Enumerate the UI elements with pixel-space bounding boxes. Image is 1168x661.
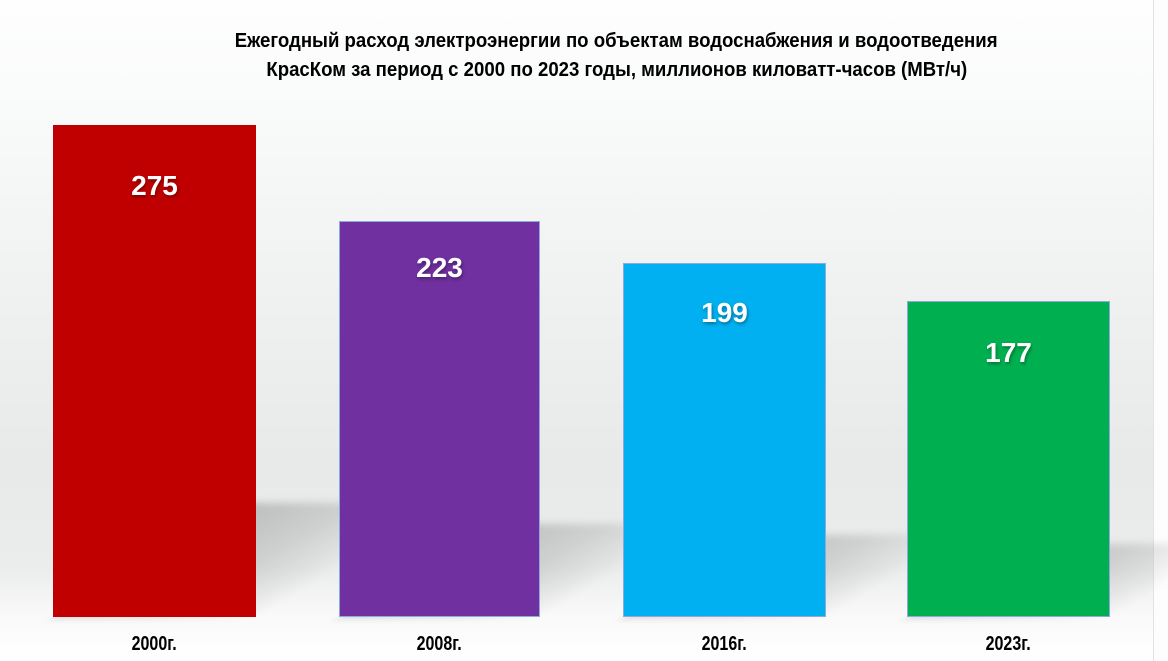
slide-edge-strip [1153, 0, 1168, 661]
category-label-text: 2008г. [416, 633, 463, 655]
category-label-2016: 2016г. [623, 631, 826, 657]
bar-value-2008: 223 [416, 252, 463, 283]
bar-value-2016: 199 [701, 297, 748, 328]
category-label-text: 2000г. [131, 633, 178, 655]
chart-title: Ежегодный расход электроэнергии по объек… [80, 27, 1153, 85]
category-label-2000: 2000г. [53, 631, 256, 657]
category-label-2008: 2008г. [339, 631, 540, 657]
bar-2000: 275 [53, 125, 256, 617]
category-label-text: 2016г. [701, 633, 748, 655]
bar-value-2000: 275 [131, 170, 178, 201]
chart-title-line-2: КрасКом за период с 2000 по 2023 годы, м… [266, 59, 967, 81]
chart-title-line-1: Ежегодный расход электроэнергии по объек… [235, 30, 998, 52]
category-label-2023: 2023г. [907, 631, 1110, 657]
bar-2016: 199 [623, 263, 826, 617]
category-label-text: 2023г. [985, 633, 1032, 655]
bar-2008: 223 [339, 221, 540, 617]
bar-2023: 177 [907, 301, 1110, 617]
bar-value-2023: 177 [985, 337, 1032, 368]
